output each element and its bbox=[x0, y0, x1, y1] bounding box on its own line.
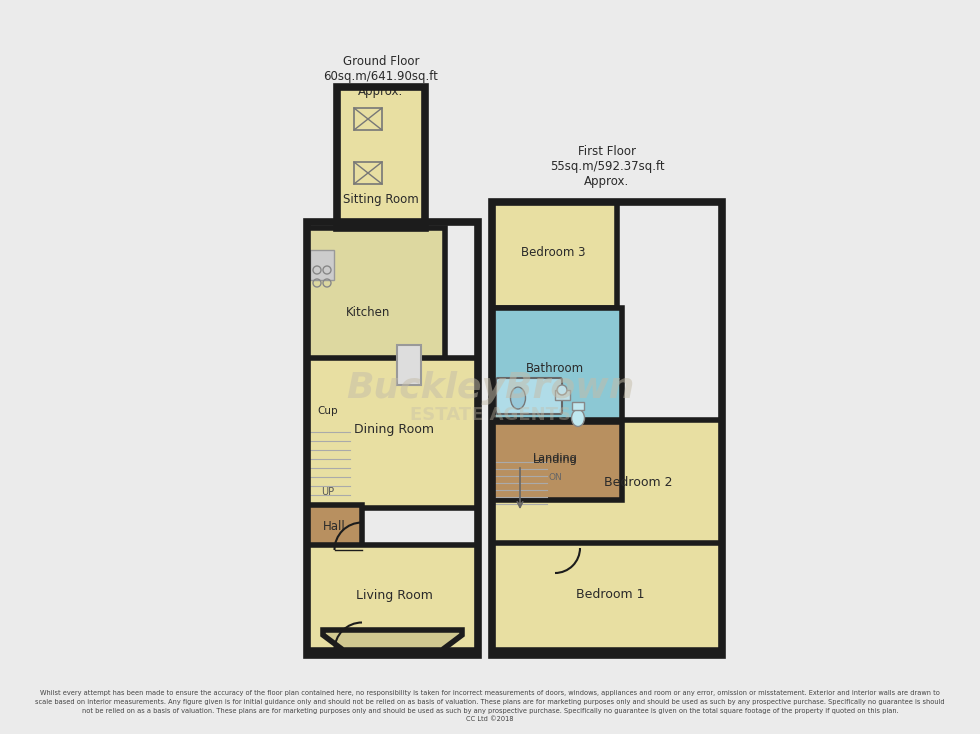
Text: BuckleyBrown: BuckleyBrown bbox=[346, 371, 634, 405]
Text: Living Room: Living Room bbox=[356, 589, 432, 603]
Bar bbox=[310, 250, 334, 280]
Bar bbox=[492, 422, 622, 500]
Ellipse shape bbox=[511, 387, 525, 409]
Text: Cup: Cup bbox=[318, 406, 338, 416]
Bar bbox=[492, 308, 622, 422]
Bar bbox=[307, 545, 478, 650]
Circle shape bbox=[557, 385, 567, 395]
Bar bbox=[572, 402, 584, 410]
Text: Bathroom: Bathroom bbox=[526, 362, 584, 374]
Bar bbox=[307, 358, 478, 508]
Bar bbox=[307, 228, 445, 390]
Text: Kitchen: Kitchen bbox=[346, 305, 390, 319]
Bar bbox=[337, 87, 425, 228]
Text: Bedroom 3: Bedroom 3 bbox=[520, 245, 585, 258]
Text: Dining Room: Dining Room bbox=[354, 424, 434, 437]
Bar bbox=[307, 390, 350, 432]
Bar bbox=[307, 222, 478, 655]
Text: UP: UP bbox=[321, 487, 334, 497]
Bar bbox=[492, 422, 622, 500]
Bar bbox=[492, 462, 547, 515]
Bar bbox=[307, 505, 362, 550]
Text: First Floor
55sq.m/592.37sq.ft
Approx.: First Floor 55sq.m/592.37sq.ft Approx. bbox=[550, 145, 664, 188]
Text: Hall: Hall bbox=[322, 520, 345, 534]
Bar bbox=[492, 543, 722, 650]
Bar bbox=[354, 108, 382, 130]
Bar bbox=[555, 390, 570, 400]
Text: Bedroom 1: Bedroom 1 bbox=[576, 589, 644, 601]
FancyBboxPatch shape bbox=[496, 378, 562, 414]
Bar bbox=[307, 432, 350, 505]
Bar bbox=[337, 87, 425, 228]
Bar bbox=[354, 162, 382, 184]
Text: Sitting Room: Sitting Room bbox=[343, 194, 418, 206]
Text: Ground Floor
60sq.m/641.90sq.ft
Approx.: Ground Floor 60sq.m/641.90sq.ft Approx. bbox=[323, 55, 438, 98]
Bar bbox=[492, 202, 617, 308]
Text: Whilst every attempt has been made to ensure the accuracy of the floor plan cont: Whilst every attempt has been made to en… bbox=[35, 691, 945, 722]
Text: ESTATE AGENTS: ESTATE AGENTS bbox=[410, 406, 570, 424]
Text: Landing: Landing bbox=[532, 453, 577, 463]
Bar bbox=[397, 345, 421, 385]
Ellipse shape bbox=[571, 410, 584, 426]
Text: ON: ON bbox=[548, 473, 562, 482]
Text: Landing: Landing bbox=[532, 455, 577, 465]
Text: Bedroom 2: Bedroom 2 bbox=[604, 476, 672, 489]
Bar bbox=[492, 202, 722, 655]
Polygon shape bbox=[323, 630, 462, 650]
Bar bbox=[492, 420, 722, 548]
